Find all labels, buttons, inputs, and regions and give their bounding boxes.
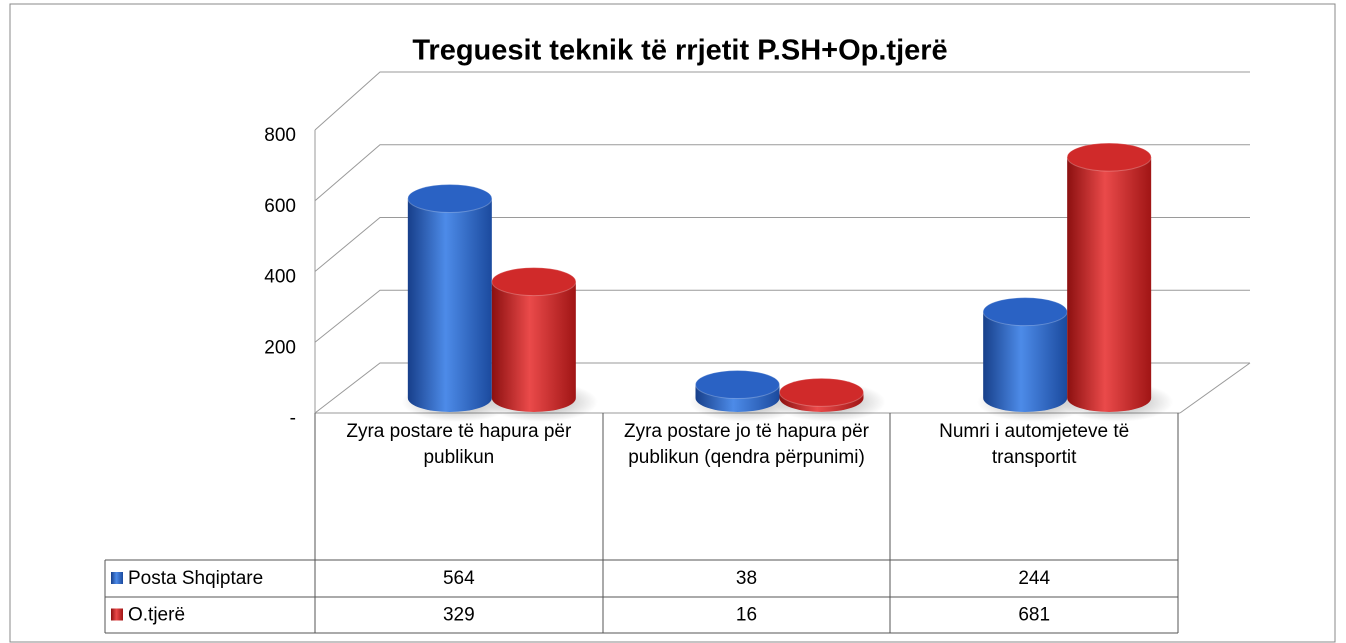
table-value: 38 — [736, 568, 757, 589]
cylinder — [773, 377, 886, 422]
chart-title: Treguesit teknik të rrjetit P.SH+Op.tjer… — [412, 35, 947, 67]
cylinder — [977, 297, 1090, 422]
cylinder-top — [779, 377, 864, 407]
grid-line — [314, 144, 1250, 202]
category-cell: Zyra postare të hapura për publikun — [346, 421, 572, 468]
grid-line — [314, 289, 1250, 343]
x-tick-label: Zyra postare të hapura për publikun — [346, 421, 572, 468]
y-tick-label: 400 — [264, 267, 296, 288]
cylinder-top — [1066, 142, 1152, 172]
legend-icon — [111, 608, 123, 621]
y-tick-label: 600 — [264, 196, 296, 217]
cylinder-body — [983, 311, 1068, 412]
cylinder-top — [695, 370, 780, 400]
table-value: 681 — [1018, 605, 1050, 626]
grid-line — [314, 71, 1250, 131]
y-tick-label: 800 — [264, 125, 296, 146]
y-tick-label: 200 — [264, 337, 296, 358]
legend-label: Posta Shqiptare — [128, 568, 263, 589]
grid-line — [314, 217, 1250, 272]
grid-line — [314, 362, 1250, 414]
cylinder — [401, 183, 514, 422]
legend-label: O.tjerë — [128, 605, 185, 626]
table-value: 329 — [443, 605, 475, 626]
cylinder — [485, 267, 598, 422]
legend-icon — [111, 572, 123, 584]
x-tick-label: Numri i automjeteve të transportit — [939, 421, 1130, 468]
cylinder-body — [1067, 157, 1152, 413]
x-tick-label: Zyra postare jo të hapura për publikun (… — [623, 421, 869, 468]
cylinder — [1061, 142, 1174, 422]
data-table — [104, 413, 1179, 634]
category-cell: Zyra postare jo të hapura për publikun (… — [623, 421, 869, 468]
floor-side — [1179, 362, 1251, 414]
table-value: 16 — [736, 605, 757, 626]
cylinder — [689, 370, 802, 422]
table-value: 564 — [443, 568, 475, 589]
cylinder-top — [407, 183, 493, 213]
category-cell: Numri i automjeteve të transportit — [939, 421, 1130, 468]
y-tick-label: - — [290, 408, 296, 429]
cylinder-top — [982, 297, 1068, 327]
cylinder-body — [407, 198, 492, 413]
table-value: 244 — [1018, 568, 1050, 589]
cylinder-body — [491, 281, 576, 413]
cylinder-top — [491, 267, 577, 297]
